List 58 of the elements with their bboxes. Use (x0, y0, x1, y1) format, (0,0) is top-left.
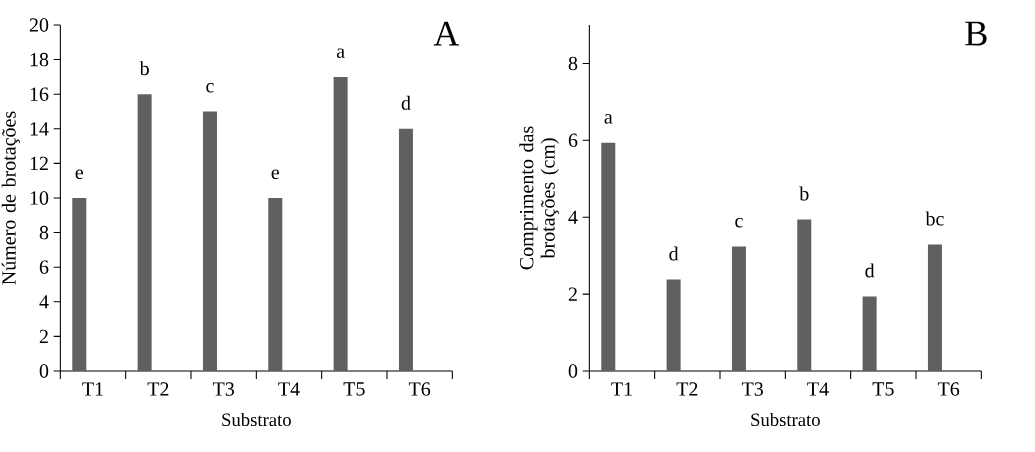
data-label: a (604, 114, 613, 124)
x-tick-label: T3 (741, 382, 763, 396)
bar (601, 142, 616, 371)
x-tick-label: T1 (82, 382, 103, 396)
x-tick-label: T3 (212, 382, 235, 396)
x-tick-label: T1 (611, 382, 632, 396)
y-tick-label: 12 (30, 156, 48, 171)
bar (137, 94, 152, 371)
y-tick-label: 2 (39, 329, 48, 344)
y-tick-label: 8 (39, 225, 49, 240)
x-tick-label: T6 (937, 382, 960, 396)
data-label: d (865, 263, 875, 278)
data-label: e (75, 169, 84, 180)
y-tick-label: 8 (568, 56, 578, 71)
bar (333, 76, 348, 371)
bar (927, 244, 942, 371)
y-tick-label: 10 (30, 191, 49, 205)
y-tick-label: 18 (30, 52, 49, 67)
data-label: b (139, 61, 149, 76)
x-axis-title: Substrato (222, 412, 291, 427)
data-label: c (735, 217, 743, 228)
y-tick-label: 14 (30, 122, 49, 136)
x-tick-label: T4 (807, 382, 829, 396)
y-tick-label: 6 (568, 133, 578, 148)
data-label: bc (925, 211, 944, 226)
x-tick-label: T2 (147, 382, 169, 396)
y-tick-label: 16 (30, 87, 49, 101)
y-axis-title: Número de brotações (1, 111, 20, 285)
x-tick-label: T4 (278, 382, 300, 396)
y-tick-label: 4 (568, 210, 578, 224)
data-label: d (669, 246, 679, 261)
bar (666, 279, 681, 371)
bar (862, 296, 877, 371)
y-tick-label: 0 (568, 364, 578, 378)
y-tick-label: 6 (39, 260, 49, 274)
bar (398, 128, 413, 371)
bar (731, 246, 746, 371)
bar (202, 111, 217, 371)
data-label: b (799, 186, 809, 201)
data-label: c (206, 82, 214, 93)
bar (797, 219, 812, 371)
data-label: a (336, 48, 345, 58)
x-tick-label: T5 (343, 382, 365, 396)
y-axis-title: Comprimento das brotações (cm) (519, 126, 559, 270)
y-tick-label: 4 (39, 295, 49, 309)
chart-title: B (965, 21, 987, 46)
x-tick-label: T5 (872, 382, 894, 396)
data-label: d (401, 95, 411, 110)
chart-title: A (433, 21, 460, 46)
data-label: e (271, 169, 280, 180)
x-axis-title: Substrato (751, 412, 820, 427)
y-tick-label: 0 (39, 364, 49, 378)
y-tick-label: 2 (568, 287, 577, 301)
bar (72, 197, 87, 371)
x-tick-label: T2 (676, 382, 698, 396)
x-tick-label: T6 (408, 382, 431, 396)
y-tick-label: 20 (29, 18, 49, 32)
bar (268, 197, 283, 371)
